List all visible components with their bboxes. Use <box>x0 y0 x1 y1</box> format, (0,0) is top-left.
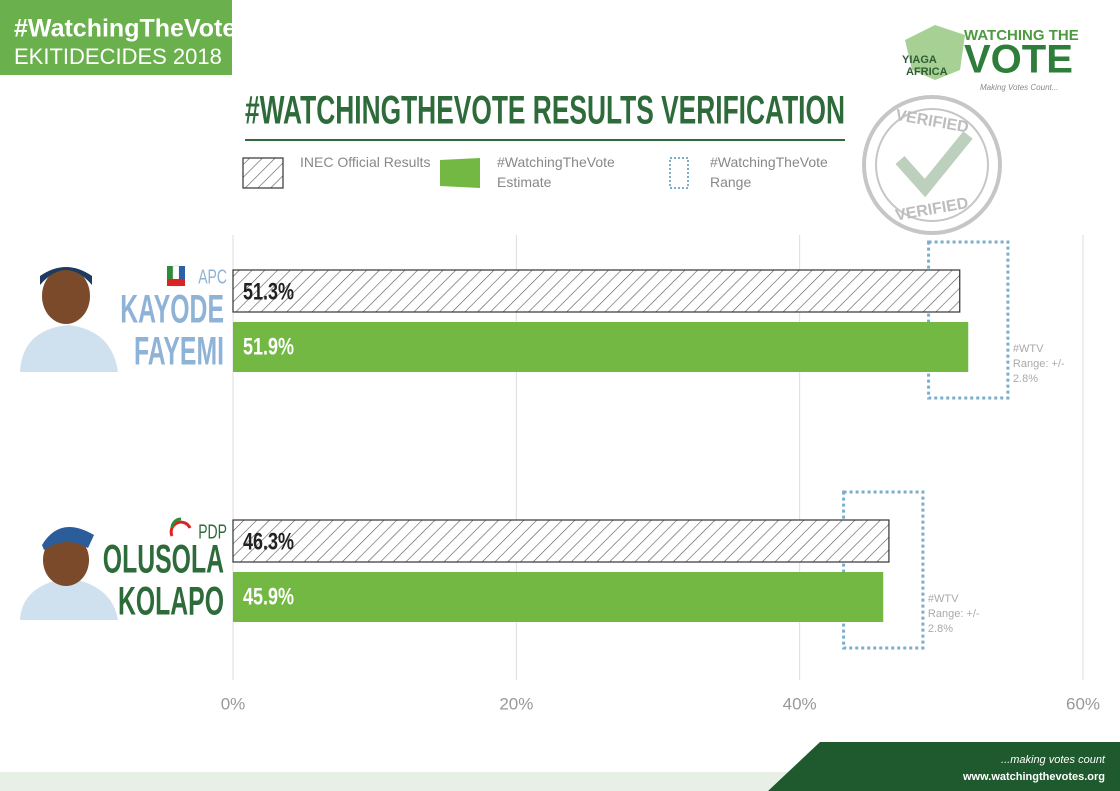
bar <box>232 269 961 313</box>
umbrella <box>170 517 182 529</box>
logo: YIAGA AFRICA WATCHING THE VOTE Making Vo… <box>902 25 1079 92</box>
logo-brand: WATCHING THE <box>964 27 1079 44</box>
legend-label-box: #WatchingTheVote Estimate <box>497 154 615 190</box>
value-label: 45.9% <box>243 584 294 610</box>
range-label: #WTV Range: +/- 2.8% <box>927 593 980 635</box>
umbrella <box>169 520 192 537</box>
party-logo <box>169 517 192 537</box>
stamp-check <box>895 131 973 198</box>
portrait-cap <box>42 527 94 550</box>
footer-band <box>0 772 800 791</box>
logo-map <box>905 25 965 80</box>
value-label: 51.3% <box>243 279 294 305</box>
candidate-name: FAYEMI <box>134 330 224 374</box>
footer-slogan: ...making votes count <box>1001 754 1106 766</box>
legend-swatch <box>669 157 689 189</box>
verified-stamp: VERIFIED VERIFIED <box>862 95 1002 235</box>
legend-label: INEC Official Results <box>300 154 431 170</box>
range-box <box>927 240 1010 400</box>
x-tick-label: 20% <box>499 694 533 713</box>
legend-label: #WatchingTheVote Range <box>710 154 828 190</box>
flag-stripe <box>167 266 173 286</box>
logo-tagline: Making Votes Count... <box>980 83 1058 92</box>
legend-swatch <box>440 158 480 188</box>
candidate-name: OLUSOLA <box>103 538 224 582</box>
portrait <box>20 267 118 372</box>
legend-label-box: #WatchingTheVote Range <box>710 154 828 190</box>
flag-stripe <box>179 266 185 286</box>
value-label: 51.9% <box>243 334 294 360</box>
range-label-box: #WTV Range: +/- 2.8% <box>1012 343 1065 385</box>
party-label: APC <box>198 265 227 288</box>
candidate-name: KAYODE <box>120 288 224 332</box>
portrait-cap <box>40 267 92 285</box>
legend-label: #WatchingTheVote Estimate <box>497 154 615 190</box>
range-label: #WTV Range: +/- 2.8% <box>1012 343 1065 385</box>
logo-org: YIAGA <box>902 54 937 66</box>
candidate-name: KOLAPO <box>118 580 224 624</box>
chart-title: #WATCHINGTHEVOTE RESULTS VERIFICATION <box>245 89 845 133</box>
footer-band <box>768 742 1120 791</box>
portrait-head <box>43 534 89 586</box>
header-box <box>0 0 232 75</box>
flag-stripe <box>167 279 185 286</box>
stamp-ring <box>862 95 1002 235</box>
range-box <box>842 490 925 650</box>
portrait-head <box>42 268 90 324</box>
legend-swatch <box>242 157 284 189</box>
bar <box>233 322 969 372</box>
portrait-body <box>20 578 118 620</box>
bar <box>233 572 884 622</box>
x-tick-label: 0% <box>221 694 246 713</box>
legend-label-box: INEC Official Results <box>300 154 431 170</box>
party-logo <box>167 265 185 287</box>
x-tick-label: 60% <box>1066 694 1100 713</box>
logo-brand: VOTE <box>964 38 1073 82</box>
footer-url: www.watchingthevotes.org <box>962 771 1105 783</box>
value-label: 46.3% <box>243 529 294 555</box>
portrait-body <box>20 325 118 372</box>
hashtag: #WatchingTheVote <box>14 15 236 43</box>
portrait <box>20 527 118 620</box>
party-label: PDP <box>198 520 227 543</box>
event: EKITIDECIDES 2018 <box>14 44 222 69</box>
bar <box>232 519 890 563</box>
range-label-box: #WTV Range: +/- 2.8% <box>927 593 980 635</box>
stamp-ring <box>875 108 989 222</box>
stamp-text: VERIFIED <box>894 107 970 137</box>
logo-org: AFRICA <box>906 66 948 78</box>
x-tick-label: 40% <box>783 694 817 713</box>
